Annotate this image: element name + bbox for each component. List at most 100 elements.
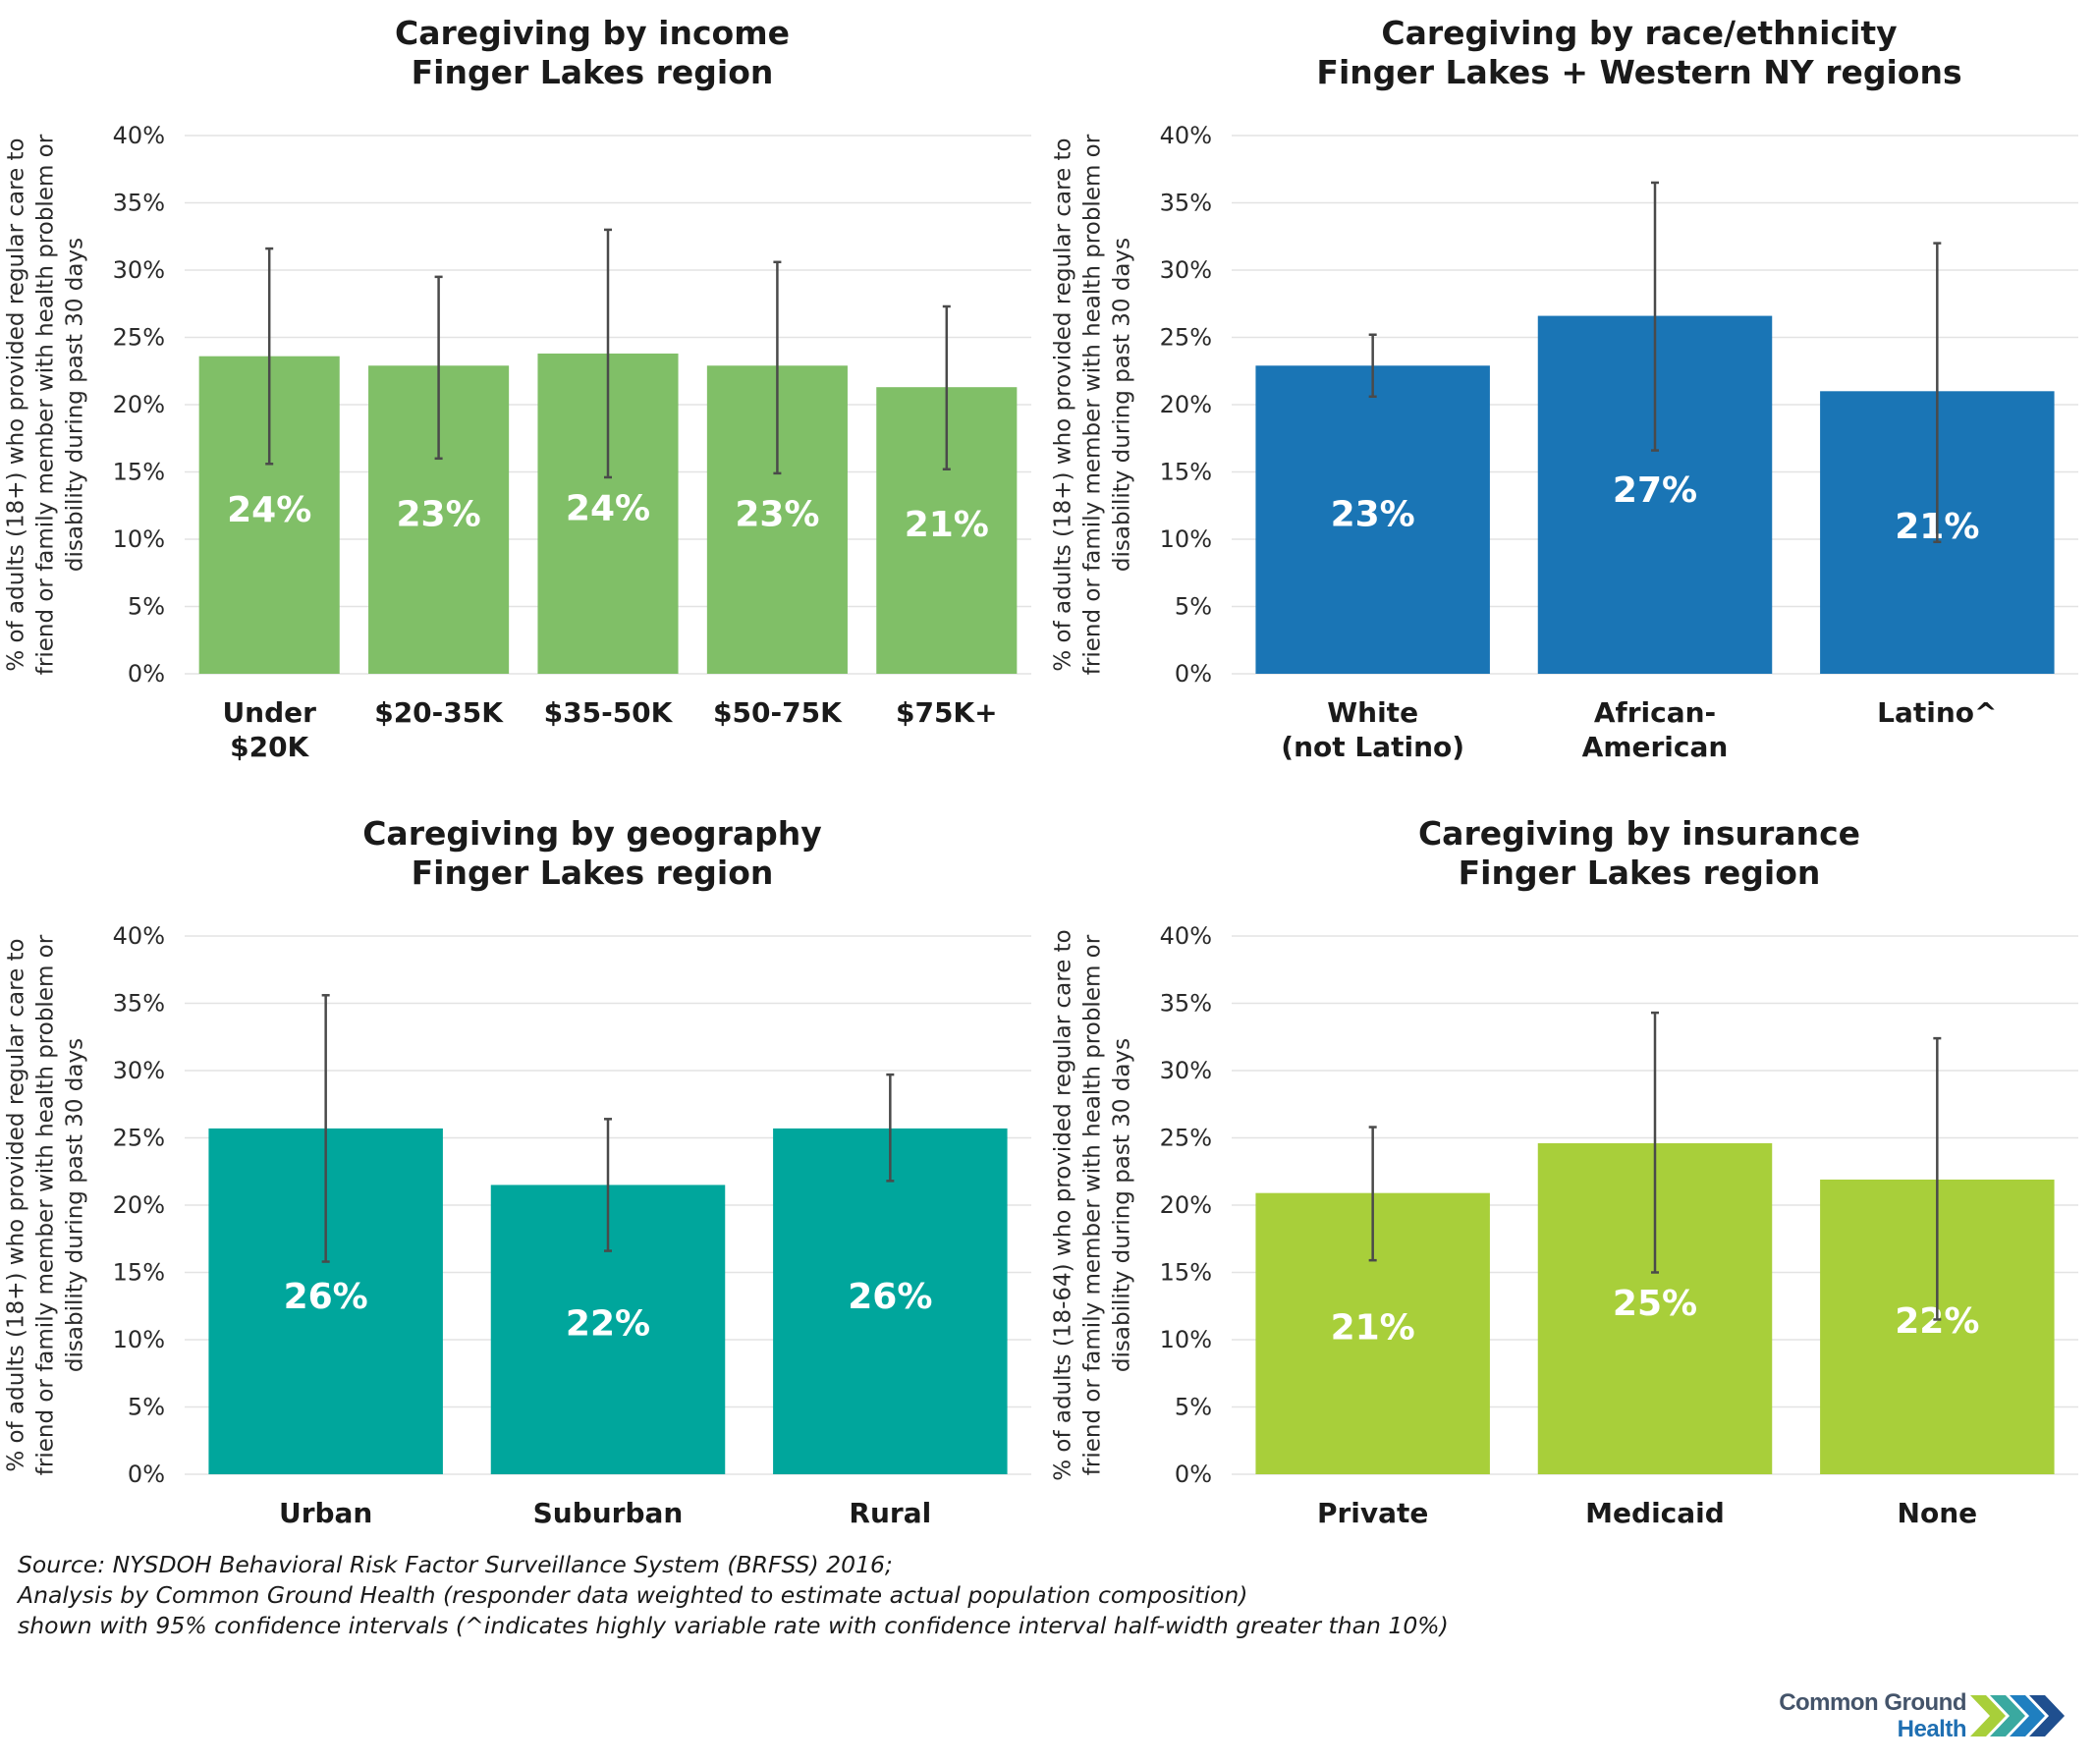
x-tick-label: Medicaid bbox=[1585, 1497, 1725, 1529]
chart-race-ethnicity: Caregiving by race/ethnicity Finger Lake… bbox=[1047, 0, 2094, 800]
y-tick-label: 10% bbox=[1160, 1326, 1212, 1353]
x-tick-label-line: $35-50K bbox=[544, 696, 674, 729]
x-tick-label-line: Private bbox=[1317, 1497, 1428, 1529]
data-label: 24% bbox=[566, 488, 650, 528]
x-tick-label: African-American bbox=[1582, 696, 1729, 763]
x-tick-label: None bbox=[1898, 1497, 1978, 1529]
y-tick-label: 30% bbox=[1160, 1057, 1212, 1084]
y-tick-label: 0% bbox=[1175, 660, 1212, 688]
chart-title: Caregiving by income Finger Lakes region bbox=[157, 14, 1027, 92]
x-tick-label-line: Urban bbox=[279, 1497, 372, 1529]
x-tick-label-line: Under bbox=[222, 696, 316, 729]
x-tick-label: Under $20K bbox=[222, 696, 316, 763]
x-tick-label-line: Latino^ bbox=[1877, 696, 1997, 729]
chart-title-line2: Finger Lakes region bbox=[411, 854, 774, 892]
logo-chevron bbox=[1990, 1695, 2025, 1736]
x-tick-label: Urban bbox=[279, 1497, 372, 1529]
chart-plot: 0% 5% 10% 15% 20% 25% 30% 35% 40% 23% White (not La… bbox=[1160, 122, 2078, 763]
source-line: Analysis by Common Ground Health (respon… bbox=[18, 1581, 1248, 1609]
x-tick-label: Latino^ bbox=[1877, 696, 1997, 729]
y-tick-label: 10% bbox=[113, 525, 165, 553]
logo-chevron bbox=[1970, 1695, 2006, 1736]
y-tick-label: 40% bbox=[1160, 922, 1212, 950]
y-tick-label: 35% bbox=[1160, 190, 1212, 217]
y-tick-label: 15% bbox=[1160, 1259, 1212, 1287]
x-tick-label: Rural bbox=[849, 1497, 931, 1529]
x-tick-label-line: $75K+ bbox=[896, 696, 998, 729]
data-label: 23% bbox=[735, 494, 819, 534]
chart-title-line2: Finger Lakes region bbox=[411, 53, 774, 91]
bar bbox=[773, 1128, 1008, 1474]
y-tick-label: 5% bbox=[1175, 1394, 1212, 1421]
x-tick-label-line: $20-35K bbox=[374, 696, 504, 729]
y-tick-label: 35% bbox=[1160, 990, 1212, 1018]
chart-title-line1: Caregiving by race/ethnicity bbox=[1381, 14, 1898, 52]
y-tick-label: 30% bbox=[113, 256, 165, 284]
y-tick-label: 25% bbox=[1160, 324, 1212, 352]
logo-chevron bbox=[2029, 1695, 2065, 1736]
chart-title-line1: Caregiving by income bbox=[395, 14, 790, 52]
data-label: 21% bbox=[1331, 1308, 1415, 1349]
x-tick-label-line: (not Latino) bbox=[1281, 731, 1464, 763]
y-tick-label: 10% bbox=[113, 1326, 165, 1353]
data-label: 23% bbox=[397, 494, 481, 534]
x-tick-label: Suburban bbox=[533, 1497, 684, 1529]
y-tick-label: 5% bbox=[128, 1394, 165, 1421]
x-tick-label-line: $50-75K bbox=[713, 696, 843, 729]
x-tick-label: $50-75K bbox=[713, 696, 843, 729]
chevrons-icon bbox=[1970, 1695, 2065, 1736]
chart-title-line2: Finger Lakes + Western NY regions bbox=[1316, 53, 1962, 91]
chart-title: Caregiving by geography Finger Lakes reg… bbox=[157, 814, 1027, 893]
y-tick-label: 15% bbox=[113, 1259, 165, 1287]
y-tick-label: 20% bbox=[113, 391, 165, 418]
logo-line1: Common Ground bbox=[1779, 1689, 1966, 1716]
x-tick-label-line: African- bbox=[1594, 696, 1716, 729]
x-tick-label: $20-35K bbox=[374, 696, 504, 729]
y-tick-label: 5% bbox=[128, 593, 165, 621]
data-label: 27% bbox=[1613, 470, 1697, 511]
y-tick-label: 40% bbox=[1160, 122, 1212, 149]
data-label: 22% bbox=[566, 1304, 650, 1345]
y-tick-label: 30% bbox=[1160, 256, 1212, 284]
y-tick-label: 40% bbox=[113, 922, 165, 950]
chart-geography: Caregiving by geography Finger Lakes reg… bbox=[0, 800, 1047, 1601]
y-tick-label: 20% bbox=[1160, 1191, 1212, 1219]
source-line: Source: NYSDOH Behavioral Risk Factor Su… bbox=[18, 1551, 893, 1578]
x-tick-label: Private bbox=[1317, 1497, 1428, 1529]
data-label: 23% bbox=[1331, 494, 1415, 534]
bar bbox=[1255, 365, 1490, 674]
y-tick-label: 30% bbox=[113, 1057, 165, 1084]
y-tick-label: 0% bbox=[128, 1461, 165, 1488]
y-tick-label: 0% bbox=[1175, 1461, 1212, 1488]
chart-plot: 0% 5% 10% 15% 20% 25% 30% 35% 40% 21% Private 25% Me… bbox=[1160, 922, 2078, 1529]
x-tick-label-line: White bbox=[1327, 696, 1418, 729]
y-tick-label: 15% bbox=[113, 459, 165, 486]
y-tick-label: 20% bbox=[1160, 391, 1212, 418]
x-tick-label-line: Suburban bbox=[533, 1497, 684, 1529]
y-tick-label: 25% bbox=[1160, 1125, 1212, 1152]
chart-title-line1: Caregiving by geography bbox=[362, 814, 822, 853]
y-tick-label: 15% bbox=[1160, 459, 1212, 486]
data-label: 21% bbox=[905, 505, 989, 545]
y-tick-label: 20% bbox=[113, 1191, 165, 1219]
logo-chevron bbox=[2010, 1695, 2045, 1736]
source-note: Source: NYSDOH Behavioral Risk Factor Su… bbox=[18, 1550, 1449, 1641]
y-tick-label: 35% bbox=[113, 990, 165, 1018]
y-tick-label: 25% bbox=[113, 324, 165, 352]
chart-title-line2: Finger Lakes region bbox=[1458, 854, 1821, 892]
y-tick-label: 5% bbox=[1175, 593, 1212, 621]
chart-plot: 0% 5% 10% 15% 20% 25% 30% 35% 40% 24% Under $20K 23%… bbox=[113, 122, 1031, 763]
x-tick-label-line: $20K bbox=[230, 731, 309, 763]
data-label: 26% bbox=[284, 1277, 368, 1317]
chart-title: Caregiving by insurance Finger Lakes reg… bbox=[1204, 814, 2074, 893]
x-tick-label-line: Rural bbox=[849, 1497, 931, 1529]
logo-line2: Health bbox=[1897, 1716, 1967, 1742]
x-tick-label: $35-50K bbox=[544, 696, 674, 729]
chart-title: Caregiving by race/ethnicity Finger Lake… bbox=[1204, 14, 2074, 92]
y-tick-label: 10% bbox=[1160, 525, 1212, 553]
data-label: 25% bbox=[1613, 1284, 1697, 1324]
common-ground-health-logo: Common Ground Health bbox=[1738, 1687, 2072, 1756]
logo-text: Common Ground Health bbox=[1779, 1689, 1966, 1742]
source-line: shown with 95% confidence intervals (^in… bbox=[18, 1612, 1449, 1639]
x-tick-label-line: American bbox=[1582, 731, 1729, 763]
